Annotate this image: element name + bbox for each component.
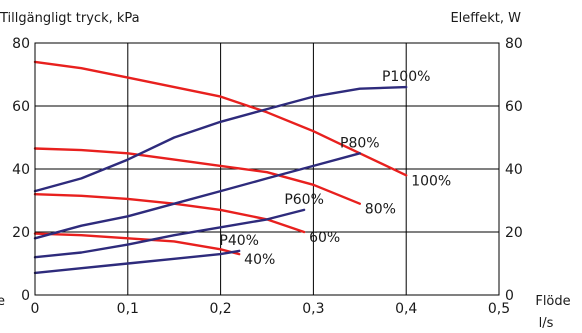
series-label: P40% [219, 233, 259, 249]
x-axis-title: Flöde [535, 294, 570, 309]
series-label: P60% [284, 192, 324, 208]
y-tick-label-right: 20 [505, 225, 523, 241]
x-tick-label: 0,4 [395, 301, 417, 317]
y-tick-label-left: 40 [12, 162, 30, 178]
edge-text: e [0, 294, 5, 309]
power-curve-P100 [33, 85, 408, 193]
right-axis-title: Eleffekt, W [450, 11, 521, 26]
series-label: 60% [309, 230, 340, 246]
x-tick-label: 0,5 [488, 301, 510, 317]
y-tick-label-left: 0 [21, 288, 30, 304]
x-tick-label: 0,2 [209, 301, 231, 317]
y-tick-label-right: 60 [505, 99, 523, 115]
x-tick-label: 0 [31, 301, 40, 317]
pressure-curve-80 [33, 147, 361, 205]
series-label: P80% [340, 135, 380, 151]
pressure-curve-100 [33, 60, 408, 177]
series-labels: 100% 80% 60% 40% P100% P80% P60% P40% [219, 69, 451, 268]
series-label: 100% [411, 173, 451, 189]
y-tick-label-right: 80 [505, 36, 523, 52]
y-tick-label-right: 0 [505, 288, 514, 304]
y-tick-label-right: 40 [505, 162, 523, 178]
x-axis-unit: l/s [539, 316, 554, 331]
x-tick-label: 0,3 [302, 301, 324, 317]
y-tick-label-left: 20 [12, 225, 30, 241]
power-curve-P40 [33, 249, 241, 275]
y-tick-label-left: 60 [12, 99, 30, 115]
power-curve-P80 [33, 152, 361, 240]
left-axis-title: Tillgängligt tryck, kPa [0, 11, 140, 26]
power-curve-P60 [33, 208, 306, 259]
series [33, 60, 408, 275]
series-label: 40% [244, 252, 275, 268]
plot-frame [34, 42, 500, 296]
y-tick-label-left: 80 [12, 36, 30, 52]
series-label: P100% [382, 69, 430, 85]
x-tick-label: 0,1 [117, 301, 139, 317]
series-label: 80% [365, 202, 396, 218]
grid [35, 43, 499, 295]
